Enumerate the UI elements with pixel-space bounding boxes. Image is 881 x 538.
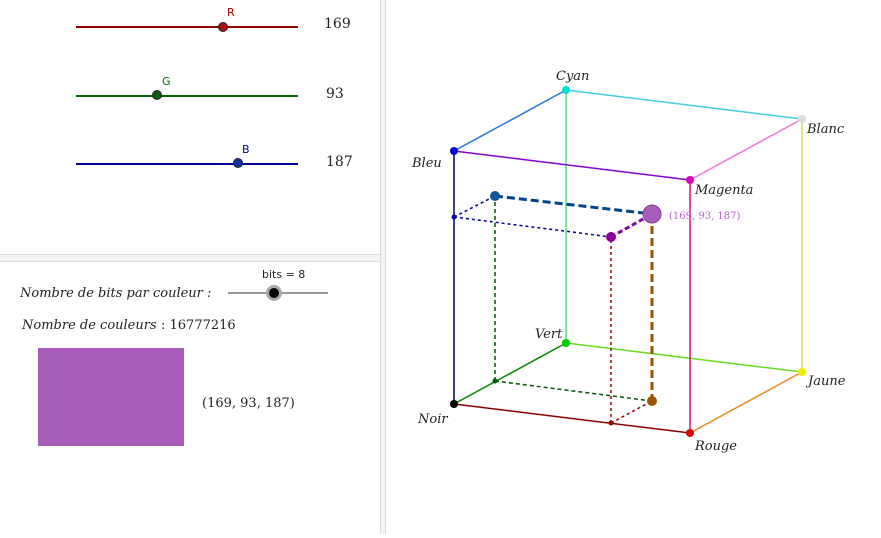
edge-rouge-jaune [689,371,803,434]
proj-blue-side [453,195,496,218]
label-color-point: (169, 93, 187) [669,211,741,222]
colors-count-caption: Nombre de couleurs [22,318,157,333]
edge-magenta-blanc [689,118,803,181]
vertex-bleu[interactable] [450,147,458,155]
edge-cyan-blanc [565,89,803,120]
proj-point-green-floor [492,378,498,384]
slider-b-knob[interactable] [233,158,243,168]
proj-green-floor [494,380,653,402]
slider-r-knob[interactable] [218,22,228,32]
slider-b-value: 187 [326,154,353,170]
proj-point-rb[interactable] [606,232,616,242]
edge-bleu-cyan [453,89,567,152]
vertex-jaune[interactable] [798,368,806,376]
slider-b-track[interactable] [76,163,298,165]
label-vert: Vert [535,327,563,342]
slider-g-letter: G [162,75,171,88]
slider-b-letter: B [242,143,250,156]
label-noir: Noir [417,412,448,427]
color-point[interactable] [642,204,662,224]
vertical-splitter[interactable] [380,0,386,534]
vertex-noir[interactable] [450,400,458,408]
graphics-view[interactable]: Cyan Blanc Bleu Magenta Vert Jaune Noir … [386,0,881,534]
label-bleu: Bleu [411,156,442,171]
proj-blue-main [494,194,653,216]
vertex-vert[interactable] [562,339,570,347]
slider-r-value: 169 [324,16,351,32]
slider-r-track[interactable] [76,26,298,28]
slider-g-knob[interactable] [152,90,162,100]
label-magenta: Magenta [694,183,753,198]
vertex-blanc[interactable] [798,115,806,123]
slider-g-track[interactable] [76,95,298,97]
bits-caption: Nombre de bits par couleur : [20,286,212,301]
vertex-magenta[interactable] [686,176,694,184]
proj-blue-top [453,216,612,238]
horizontal-splitter[interactable] [0,254,380,262]
controls-panel: R 169 G 93 B 187 Nombre de bits par coul… [0,0,380,534]
label-jaune: Jaune [805,374,846,389]
swatch-label: (169, 93, 187) [202,396,295,411]
colors-count-value: : 16777216 [161,318,236,333]
label-blanc: Blanc [806,122,845,137]
vertex-rouge[interactable] [686,429,694,437]
rgb-cube: Cyan Blanc Bleu Magenta Vert Jaune Noir … [411,69,846,454]
proj-point-blue-side [451,214,457,220]
slider-g-value: 93 [326,86,344,102]
label-cyan: Cyan [556,69,589,84]
slider-r-letter: R [227,6,235,19]
color-swatch [38,348,184,446]
vertex-cyan[interactable] [562,86,570,94]
bits-knob[interactable] [266,285,282,301]
proj-point-red-floor [608,420,614,426]
edge-vert-jaune [565,342,803,373]
edge-noir-vert [453,342,567,405]
proj-point-gb[interactable] [490,191,500,201]
proj-red-floor [610,400,653,424]
edge-bleu-magenta [453,150,691,181]
label-rouge: Rouge [694,439,737,454]
bits-label: bits = 8 [262,268,306,281]
edge-noir-rouge [453,403,691,434]
proj-point-rg[interactable] [647,396,657,406]
